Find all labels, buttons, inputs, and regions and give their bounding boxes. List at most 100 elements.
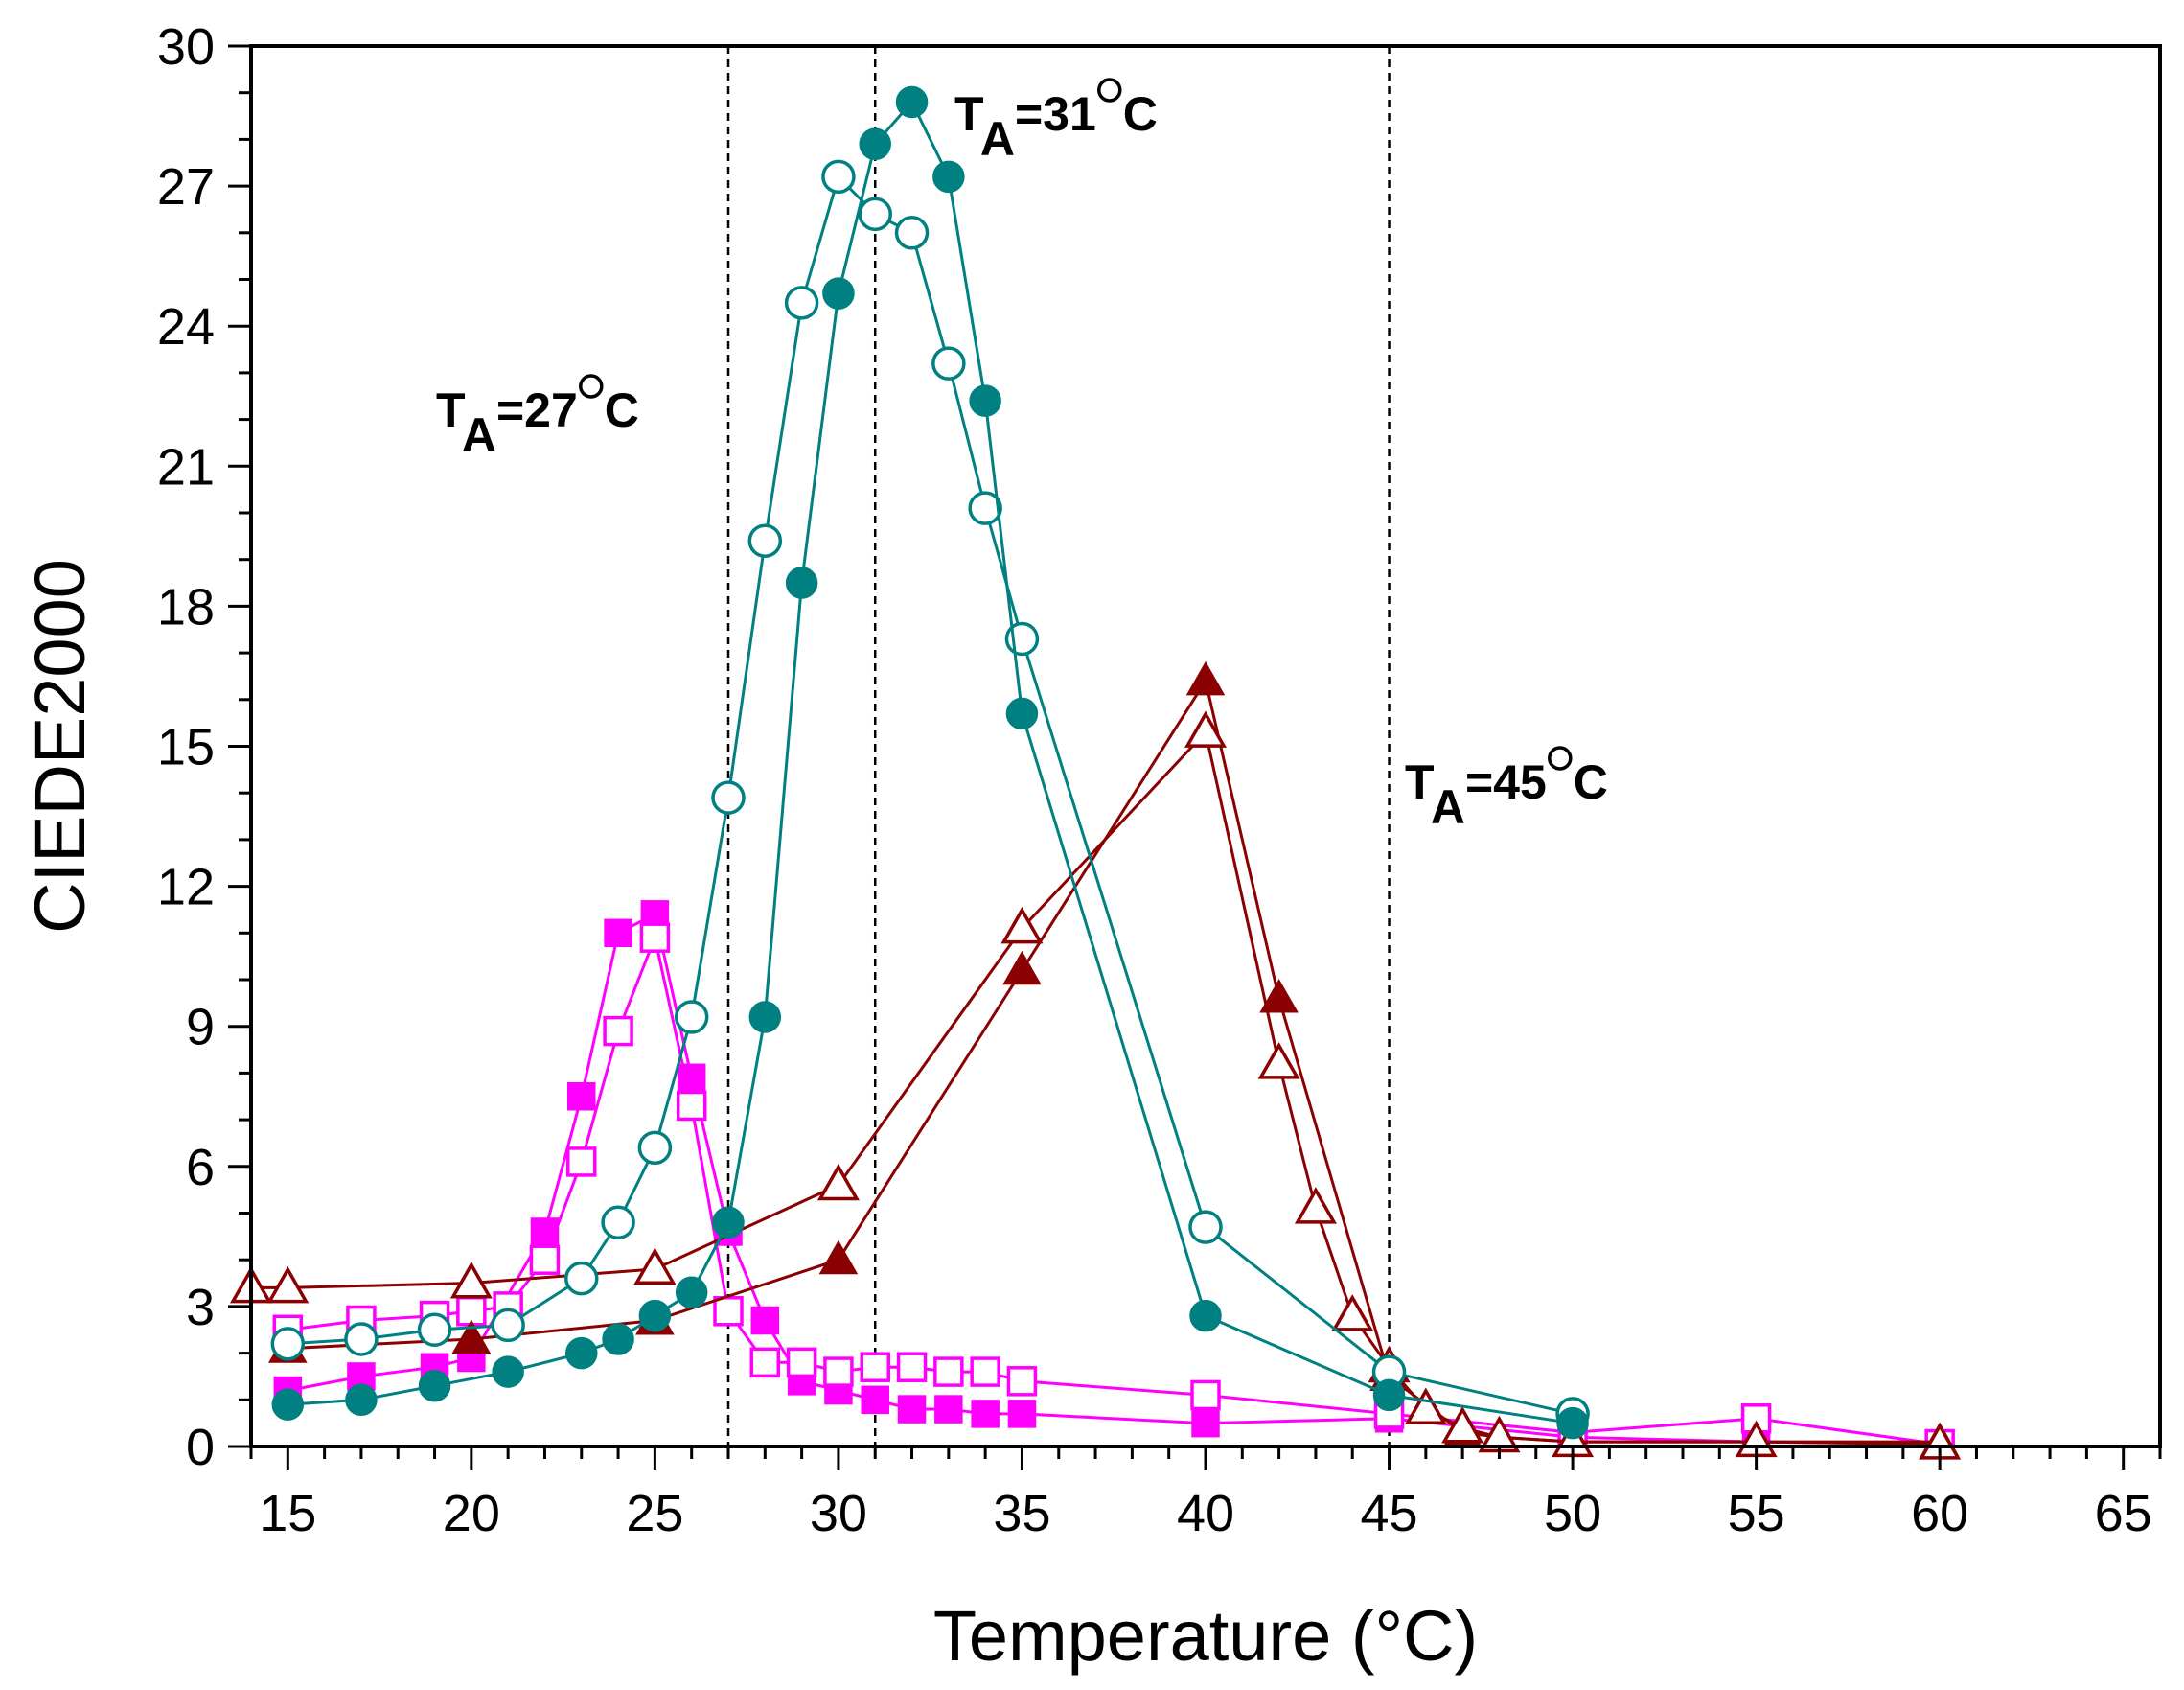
annotation-text: TA=45 <box>1405 755 1547 834</box>
data-point <box>971 1400 1000 1428</box>
y-axis-label: CIEDE2000 <box>20 559 100 934</box>
annotation-main: T <box>954 87 983 141</box>
data-point <box>1185 660 1226 696</box>
x-tick-label: 20 <box>443 1485 500 1542</box>
data-point <box>601 1205 635 1239</box>
y-tick-label: 21 <box>157 438 215 496</box>
x-tick-label: 25 <box>626 1485 683 1542</box>
data-point <box>492 1355 524 1388</box>
data-point <box>418 1369 451 1402</box>
data-point <box>1002 950 1042 985</box>
data-point <box>821 159 856 195</box>
data-point <box>970 1356 1000 1387</box>
x-tick-label: 30 <box>810 1485 867 1542</box>
data-point <box>491 1308 525 1343</box>
data-point <box>1189 1299 1222 1332</box>
data-point <box>449 1262 493 1299</box>
degree-icon <box>1548 746 1573 771</box>
data-point <box>674 1000 709 1034</box>
annotation-value: =27 <box>496 383 578 437</box>
x-tick-label: 65 <box>2095 1485 2152 1542</box>
data-point <box>451 1319 492 1354</box>
data-point <box>1000 906 1044 944</box>
data-point <box>1294 1187 1337 1224</box>
series-layer <box>229 85 1962 1460</box>
data-point <box>1190 1379 1221 1411</box>
data-point <box>861 1385 889 1415</box>
annotation-unit: C <box>1574 755 1608 809</box>
annotation-main: T <box>436 383 465 437</box>
data-point <box>639 922 671 953</box>
x-tick-label: 45 <box>1360 1485 1417 1542</box>
y-tick-label: 27 <box>157 158 215 216</box>
x-axis-label: Temperature (°C) <box>933 1596 1478 1676</box>
y-tick-label: 12 <box>157 859 215 916</box>
data-point <box>270 1327 306 1361</box>
annotation-text: TA=31 <box>954 87 1096 166</box>
data-point <box>711 780 746 815</box>
annotations: TA=27 C TA=31 C TA=45 C <box>436 78 1608 834</box>
ticks: 15 20 25 30 35 40 45 50 55 60 65 0 3 6 9 12 15 18 21 24 27 30 <box>157 18 2162 1542</box>
data-point <box>567 1082 596 1111</box>
data-point <box>896 1352 928 1382</box>
data-point <box>1404 1387 1447 1425</box>
y-tick-label: 6 <box>186 1139 215 1196</box>
data-point <box>1184 710 1228 748</box>
data-point <box>859 127 891 161</box>
data-point <box>933 1356 964 1387</box>
annotation-unit: C <box>1123 87 1158 141</box>
data-point <box>604 918 632 948</box>
x-tick-label: 15 <box>259 1485 316 1542</box>
data-point <box>1259 978 1299 1013</box>
x-tick-label: 50 <box>1544 1485 1601 1542</box>
y-tick-label: 9 <box>186 999 215 1056</box>
data-point <box>1556 1406 1589 1440</box>
data-point <box>1257 1042 1300 1079</box>
data-point <box>564 1261 599 1296</box>
series <box>270 159 1590 1431</box>
series <box>268 660 1960 1457</box>
data-point <box>566 1146 597 1177</box>
data-point <box>675 1276 708 1309</box>
data-point <box>565 1336 598 1370</box>
data-point <box>633 1247 677 1285</box>
data-point <box>602 1323 634 1355</box>
series <box>273 900 1954 1459</box>
y-tick-label: 3 <box>186 1279 215 1336</box>
annotation-value: =45 <box>1465 755 1547 809</box>
data-point <box>1372 1378 1406 1412</box>
y-tick-label: 30 <box>157 18 215 76</box>
data-point <box>1188 1210 1223 1244</box>
x-tick-label: 60 <box>1911 1485 1968 1542</box>
annotation-main: T <box>1405 755 1434 809</box>
data-point <box>822 277 855 310</box>
data-point <box>712 1206 745 1239</box>
series-line <box>287 677 1941 1444</box>
x-tick-label: 40 <box>1177 1485 1234 1542</box>
data-point <box>1006 1366 1038 1397</box>
data-point <box>931 346 966 381</box>
data-point <box>786 1347 817 1378</box>
data-point <box>1331 1294 1374 1331</box>
annotation: TA=27 C <box>436 374 639 462</box>
degree-icon <box>1097 78 1122 103</box>
x-tick-label: 55 <box>1728 1485 1785 1542</box>
data-point <box>784 286 819 320</box>
series <box>272 922 1955 1460</box>
data-point <box>858 197 892 232</box>
annotation-text: TA=27 <box>436 383 578 462</box>
annotation-value: =31 <box>1015 87 1096 141</box>
data-point <box>271 1388 305 1421</box>
data-point <box>932 160 965 194</box>
data-point <box>750 1306 780 1335</box>
data-point <box>344 1322 379 1356</box>
series-line <box>287 174 1574 1416</box>
data-point <box>823 1356 854 1387</box>
data-point <box>934 1395 963 1424</box>
data-point <box>897 1395 927 1424</box>
data-point <box>713 1296 744 1327</box>
annotation: TA=31 C <box>954 78 1158 166</box>
data-point <box>603 1015 633 1047</box>
degree-icon <box>579 374 604 399</box>
